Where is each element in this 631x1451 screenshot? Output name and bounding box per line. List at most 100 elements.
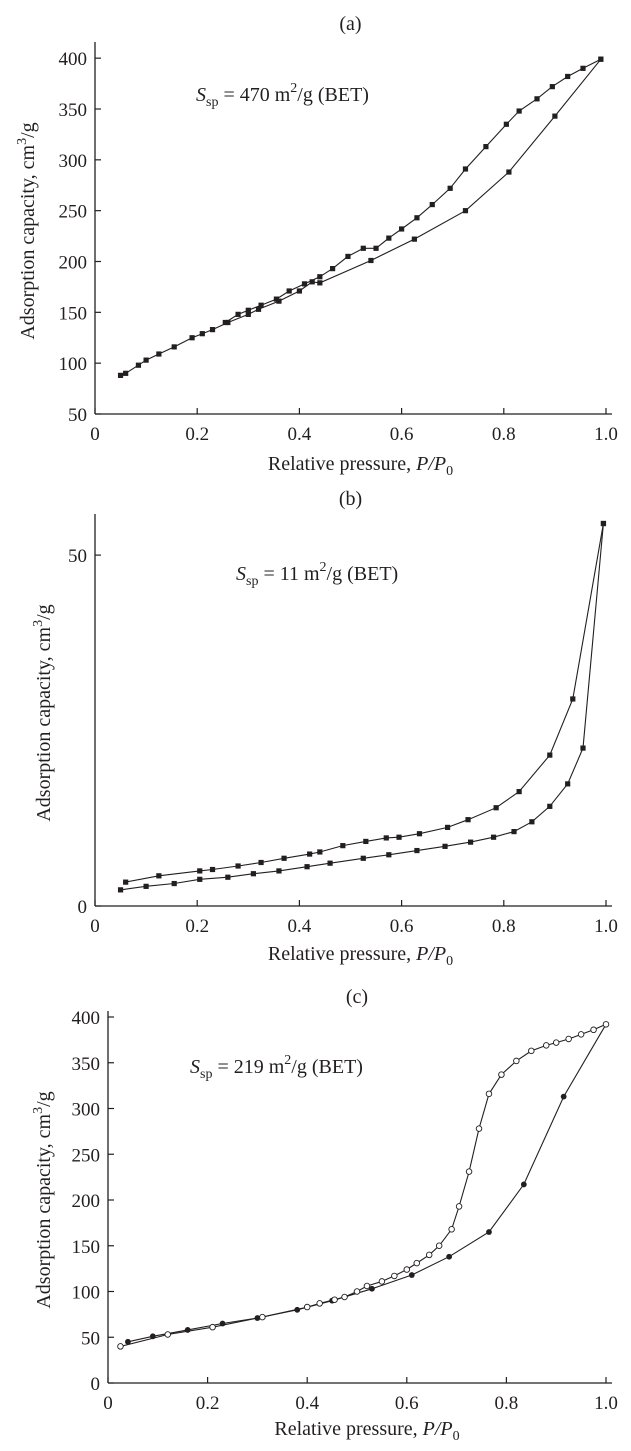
data-point bbox=[303, 1303, 311, 1311]
y-tick-label: 300 bbox=[59, 151, 88, 172]
data-point bbox=[598, 56, 604, 62]
x-tick-label: 1.0 bbox=[594, 424, 618, 445]
bet-annotation: Ssp = 11 m2/g (BET) bbox=[236, 560, 398, 589]
data-point bbox=[255, 306, 262, 312]
y-tick-label: 150 bbox=[59, 303, 88, 324]
data-point bbox=[552, 113, 558, 119]
data-point bbox=[368, 257, 374, 264]
data-point bbox=[485, 1090, 493, 1098]
data-point bbox=[197, 876, 203, 882]
data-point bbox=[135, 362, 142, 368]
y-tick-label: 350 bbox=[59, 100, 88, 121]
data-point bbox=[245, 311, 251, 317]
data-point bbox=[369, 1285, 375, 1292]
data-point bbox=[171, 344, 177, 350]
data-point bbox=[286, 288, 292, 294]
y-tick-label: 350 bbox=[72, 1054, 101, 1075]
data-point bbox=[580, 65, 586, 71]
data-point bbox=[345, 253, 351, 260]
data-point bbox=[565, 73, 571, 80]
data-point bbox=[465, 817, 471, 823]
data-point bbox=[396, 834, 402, 840]
data-point bbox=[513, 1057, 520, 1065]
y-tick-label: 50 bbox=[68, 546, 87, 567]
data-point bbox=[552, 1039, 560, 1046]
x-axis-label: Relative pressure, P/P0 bbox=[268, 453, 453, 479]
y-tick-label: 50 bbox=[68, 405, 87, 426]
x-tick-label: 0.4 bbox=[288, 916, 312, 937]
data-point bbox=[511, 829, 517, 835]
y-axis-label: Adsorption capacity, cm3/g bbox=[31, 1091, 55, 1308]
data-point bbox=[125, 1338, 131, 1345]
data-point bbox=[317, 274, 323, 280]
data-point bbox=[225, 874, 231, 880]
data-point bbox=[143, 883, 149, 889]
x-tick-label: 0 bbox=[103, 1393, 113, 1414]
data-point bbox=[560, 1093, 567, 1100]
y-tick-label: 200 bbox=[72, 1191, 101, 1212]
data-point bbox=[327, 860, 333, 866]
x-tick-label: 0.2 bbox=[185, 424, 209, 445]
y-tick-label: 0 bbox=[91, 1374, 101, 1395]
data-point bbox=[408, 1272, 415, 1278]
data-point bbox=[435, 1242, 443, 1249]
data-point bbox=[455, 1203, 463, 1210]
data-point bbox=[171, 880, 177, 887]
x-tick-label: 0.6 bbox=[390, 916, 414, 937]
data-point bbox=[276, 868, 282, 874]
data-point bbox=[363, 838, 369, 845]
chart-panel-0: (a) 0 0.2 0.4 0.6 0.8 1.0 50 100 150 200 250 300 350 4… bbox=[15, 13, 618, 479]
y-tick-label: 100 bbox=[72, 1283, 101, 1304]
data-point bbox=[516, 789, 522, 795]
data-point bbox=[570, 696, 576, 702]
data-point bbox=[199, 331, 205, 337]
data-point bbox=[301, 281, 308, 287]
data-point bbox=[209, 327, 216, 333]
data-point bbox=[414, 847, 420, 854]
y-tick-label: 300 bbox=[72, 1100, 101, 1121]
data-point bbox=[462, 166, 469, 172]
data-point bbox=[383, 835, 389, 841]
data-point bbox=[317, 849, 323, 855]
x-tick-label: 0.2 bbox=[196, 1393, 220, 1414]
data-point bbox=[250, 871, 257, 877]
y-tick-label: 250 bbox=[72, 1145, 101, 1166]
data-point bbox=[416, 831, 423, 837]
data-point bbox=[529, 819, 535, 825]
x-tick-label: 0.4 bbox=[288, 424, 312, 445]
y-tick-label: 50 bbox=[81, 1328, 100, 1349]
x-tick-label: 0.8 bbox=[495, 1393, 519, 1414]
x-tick-label: 1.0 bbox=[594, 1393, 618, 1414]
data-point bbox=[493, 805, 499, 811]
data-point bbox=[565, 1035, 572, 1043]
chart-panel-1: (b) 0 0.2 0.4 0.6 0.8 1.0 0 50 Relative pressure,… bbox=[31, 488, 618, 969]
data-point bbox=[117, 372, 124, 378]
data-point bbox=[542, 1042, 550, 1049]
data-point bbox=[117, 887, 124, 893]
data-point bbox=[442, 843, 448, 849]
bet-annotation: Ssp = 219 m2/g (BET) bbox=[190, 1053, 363, 1082]
data-point bbox=[156, 351, 162, 357]
data-point bbox=[307, 851, 313, 857]
panel-label: (a) bbox=[339, 13, 361, 35]
data-point bbox=[448, 1226, 455, 1233]
y-tick-label: 400 bbox=[72, 1008, 101, 1029]
data-point bbox=[520, 1181, 527, 1188]
data-point bbox=[259, 1313, 266, 1321]
data-point bbox=[363, 1282, 371, 1290]
data-point bbox=[465, 1168, 473, 1175]
data-point bbox=[304, 864, 310, 870]
chart-panel-2: (c) 0 0.2 0.4 0.6 0.8 1.0 0 50 100 150 200 250 300 350… bbox=[31, 986, 618, 1444]
data-point bbox=[429, 201, 435, 208]
data-point bbox=[281, 855, 287, 861]
data-point bbox=[117, 1343, 124, 1350]
data-point bbox=[549, 84, 555, 90]
y-tick-label: 150 bbox=[72, 1237, 101, 1258]
data-point bbox=[462, 208, 469, 214]
data-point bbox=[373, 245, 379, 251]
x-tick-label: 0 bbox=[90, 916, 100, 937]
data-point bbox=[378, 1278, 386, 1285]
data-point bbox=[590, 1026, 597, 1034]
data-point bbox=[399, 226, 405, 232]
data-point bbox=[414, 215, 420, 221]
